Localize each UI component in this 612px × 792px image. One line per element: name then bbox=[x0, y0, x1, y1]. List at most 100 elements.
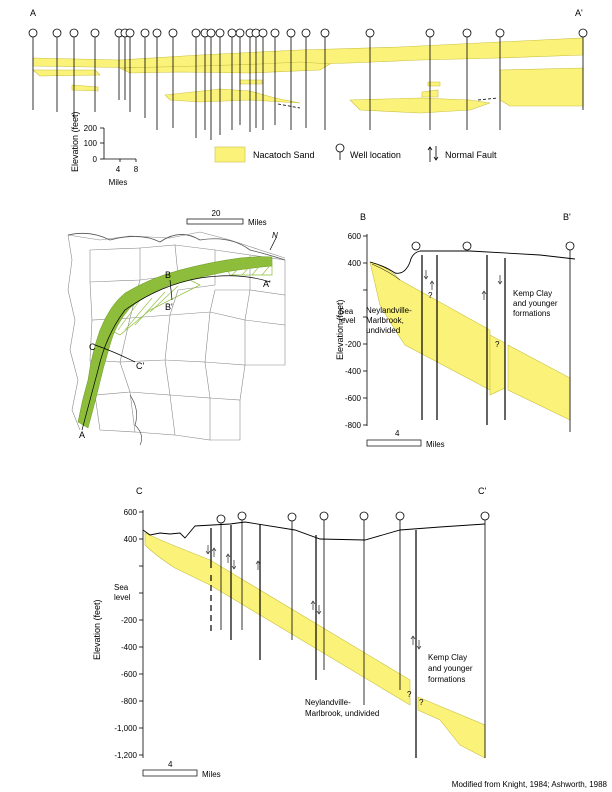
section-b: B B' Elevation (feet) 600 400 Sea level … bbox=[335, 212, 576, 449]
tick-label: -600 bbox=[121, 670, 138, 679]
section-c-left-label: C bbox=[136, 486, 143, 496]
well-marker bbox=[462, 241, 472, 251]
section-b-left-label: B bbox=[360, 212, 366, 222]
legend-well-label: Well location bbox=[350, 150, 401, 160]
well-marker bbox=[235, 28, 245, 38]
tick-label: 400 bbox=[348, 259, 362, 268]
section-c-faults bbox=[210, 524, 417, 758]
well-marker bbox=[462, 28, 472, 38]
sand-lens-1 bbox=[32, 69, 101, 77]
legend-sand-label: Nacatoch Sand bbox=[253, 150, 315, 160]
well-marker bbox=[152, 28, 162, 38]
tick-label: Sea bbox=[114, 583, 129, 592]
legend-sand-swatch bbox=[214, 146, 246, 163]
well-marker bbox=[140, 28, 150, 38]
map-scale-unit: Miles bbox=[248, 218, 267, 227]
well-marker bbox=[52, 28, 62, 38]
map-label-b: B bbox=[165, 270, 171, 280]
well-marker bbox=[90, 28, 100, 38]
tick-label: -400 bbox=[345, 367, 362, 376]
section-a-left-label: A bbox=[30, 8, 36, 18]
well-marker bbox=[206, 28, 216, 38]
sand-lens-8 bbox=[349, 97, 491, 114]
fault-arrows bbox=[423, 270, 503, 300]
tick-label: 400 bbox=[124, 535, 138, 544]
section-c-scale-unit: Miles bbox=[202, 770, 221, 779]
section-c-sand-2 bbox=[417, 696, 486, 759]
unit-label-right: Kemp Clay bbox=[513, 289, 552, 298]
section-c-elevation-label: Elevation (feet) bbox=[92, 599, 102, 660]
unit-label-right: formations bbox=[513, 309, 550, 318]
unit-label-left: Neylandville- bbox=[366, 306, 412, 315]
svg-text:N: N bbox=[272, 231, 278, 240]
well-marker bbox=[258, 28, 268, 38]
section-c-scale-value: 4 bbox=[168, 760, 173, 769]
well-marker bbox=[227, 28, 237, 38]
unit-label-left: Neylandville- bbox=[305, 698, 351, 707]
unit-label-right: and younger bbox=[513, 299, 558, 308]
sand-lens-5 bbox=[239, 79, 263, 85]
well-marker bbox=[565, 241, 575, 251]
well-marker bbox=[301, 28, 311, 38]
river-2 bbox=[129, 394, 142, 446]
well-marker bbox=[395, 511, 405, 521]
river bbox=[67, 232, 286, 261]
sand-pinch-dashes bbox=[277, 103, 301, 109]
unit-label-left: Marlbrook, bbox=[366, 316, 404, 325]
unit-label-right: formations bbox=[428, 675, 465, 684]
section-b-scale-value: 4 bbox=[395, 429, 400, 438]
well-marker bbox=[216, 514, 226, 524]
question-mark: ? bbox=[428, 291, 433, 300]
tick-label: level bbox=[114, 593, 131, 602]
sand-lens-2 bbox=[71, 84, 99, 92]
well-marker bbox=[270, 28, 280, 38]
legend-fault-icon bbox=[427, 146, 439, 162]
well-marker bbox=[578, 28, 588, 38]
tick-label: Sea bbox=[339, 307, 354, 316]
section-c-right-label: C' bbox=[478, 486, 486, 496]
tick-label: 600 bbox=[348, 232, 362, 241]
section-b-scale-unit: Miles bbox=[426, 440, 445, 449]
north-arrow-icon: N bbox=[269, 231, 278, 251]
section-b-elevation-label: Elevation (feet) bbox=[335, 299, 345, 360]
section-a-wells bbox=[28, 28, 588, 140]
tick-label: -800 bbox=[345, 421, 362, 430]
scale-unit: Miles bbox=[109, 178, 128, 187]
well-marker bbox=[191, 28, 201, 38]
section-b-sand-3 bbox=[507, 344, 571, 421]
unit-label-right: and younger bbox=[428, 664, 473, 673]
question-mark: ? bbox=[407, 690, 412, 699]
well-marker bbox=[168, 28, 178, 38]
legend-fault-label: Normal Fault bbox=[445, 150, 497, 160]
tick-label: 100 bbox=[84, 139, 98, 148]
legend: Nacatoch Sand Well location Normal Fault bbox=[214, 143, 497, 163]
county-boundaries bbox=[67, 231, 286, 441]
section-a-elevation-label: Elevation (feet) bbox=[70, 111, 80, 172]
tick-label: -800 bbox=[121, 697, 138, 706]
sand-lens-9 bbox=[499, 67, 584, 107]
section-b-ticks bbox=[363, 235, 367, 426]
well-marker bbox=[69, 28, 79, 38]
section-b-ground bbox=[369, 250, 576, 274]
well-marker bbox=[319, 511, 329, 521]
tick-label: -200 bbox=[121, 616, 138, 625]
tick-label: 200 bbox=[84, 124, 98, 133]
tick-label: level bbox=[339, 316, 356, 325]
section-a: A A' bbox=[28, 8, 588, 187]
well-marker bbox=[287, 512, 297, 522]
tick-label: -1,000 bbox=[114, 724, 137, 733]
section-c: C C' Elevation (feet) 600 400 Sea level … bbox=[92, 486, 490, 779]
well-marker bbox=[495, 28, 505, 38]
section-a-elevation-axis: Elevation (feet) 200 100 0 4 8 Miles bbox=[70, 111, 139, 187]
section-a-right-label: A' bbox=[575, 8, 583, 18]
map-label-a-prime: A' bbox=[263, 279, 271, 289]
fault-arrows bbox=[205, 545, 422, 650]
unit-label-left: undivided bbox=[366, 326, 400, 335]
tick-label: -200 bbox=[345, 340, 362, 349]
map-label-b-prime: B' bbox=[165, 302, 173, 312]
well-marker bbox=[125, 28, 135, 38]
tick-label: 4 bbox=[116, 165, 121, 174]
tick-label: 0 bbox=[93, 155, 98, 164]
tick-label: -1,200 bbox=[114, 751, 137, 760]
